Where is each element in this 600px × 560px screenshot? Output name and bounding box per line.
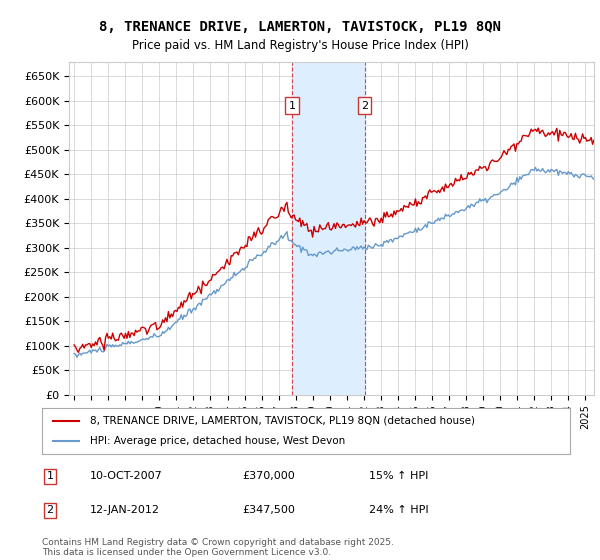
Text: 2: 2 xyxy=(361,101,368,111)
Text: HPI: Average price, detached house, West Devon: HPI: Average price, detached house, West… xyxy=(89,436,345,446)
Text: 8, TRENANCE DRIVE, LAMERTON, TAVISTOCK, PL19 8QN (detached house): 8, TRENANCE DRIVE, LAMERTON, TAVISTOCK, … xyxy=(89,416,475,426)
Text: £347,500: £347,500 xyxy=(242,506,296,515)
Text: Price paid vs. HM Land Registry's House Price Index (HPI): Price paid vs. HM Land Registry's House … xyxy=(131,39,469,52)
Text: 10-OCT-2007: 10-OCT-2007 xyxy=(89,472,162,481)
Text: 15% ↑ HPI: 15% ↑ HPI xyxy=(370,472,429,481)
Text: 1: 1 xyxy=(46,472,53,481)
Text: £370,000: £370,000 xyxy=(242,472,295,481)
Text: 2: 2 xyxy=(46,506,53,515)
Bar xyxy=(292,62,365,395)
Text: 1: 1 xyxy=(289,101,296,111)
Text: 12-JAN-2012: 12-JAN-2012 xyxy=(89,506,160,515)
Text: 8, TRENANCE DRIVE, LAMERTON, TAVISTOCK, PL19 8QN: 8, TRENANCE DRIVE, LAMERTON, TAVISTOCK, … xyxy=(99,20,501,34)
Text: 24% ↑ HPI: 24% ↑ HPI xyxy=(370,506,429,515)
Text: Contains HM Land Registry data © Crown copyright and database right 2025.
This d: Contains HM Land Registry data © Crown c… xyxy=(42,538,394,557)
